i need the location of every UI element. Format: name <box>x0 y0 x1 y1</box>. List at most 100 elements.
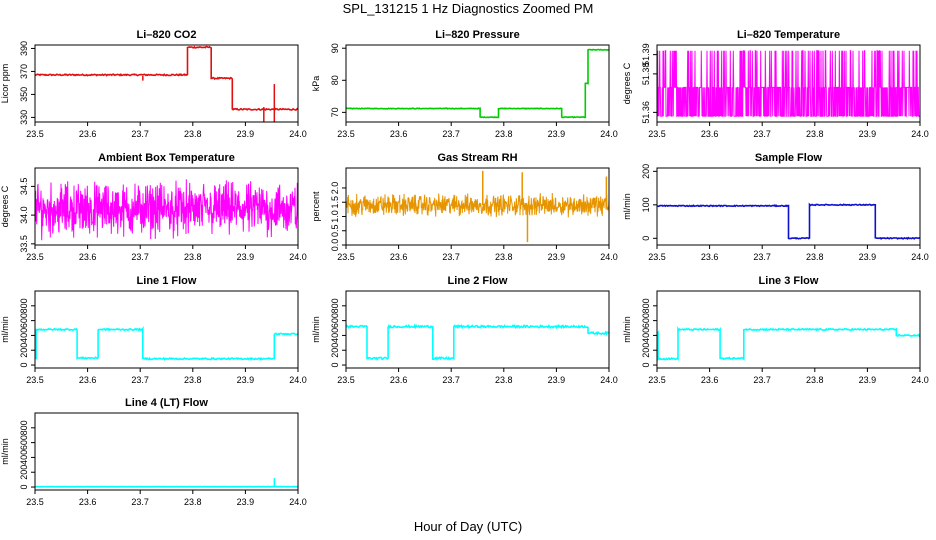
x-tick-label: 23.5 <box>648 129 666 139</box>
x-tick-label: 23.6 <box>79 497 97 507</box>
plot-frame <box>656 290 921 369</box>
x-tick-label: 23.5 <box>26 129 44 139</box>
y-tick-label: 600 <box>641 313 651 328</box>
panel-title: Li–820 Temperature <box>737 29 840 41</box>
data-series <box>657 326 920 362</box>
x-tick-label: 23.6 <box>390 129 408 139</box>
plot-frame <box>656 44 921 123</box>
y-tick-label: 400 <box>19 328 29 343</box>
series-line <box>657 202 920 241</box>
y-tick-label: 600 <box>330 313 340 328</box>
chart-panel: Line 4 (LT) Flow ml/min 23.5 23.6 23.7 23.8 23… <box>0 397 307 507</box>
x-tick-label: 24.0 <box>911 129 929 139</box>
y-tick-label: 200 <box>641 164 651 179</box>
x-tick-label: 23.9 <box>859 375 877 385</box>
y-tick-label: 0 <box>19 363 29 368</box>
panel-title: Line 4 (LT) Flow <box>125 397 208 409</box>
x-tick-label: 23.6 <box>701 375 719 385</box>
y-tick-label: 2.0 <box>330 182 340 195</box>
x-tick-label: 23.9 <box>237 497 255 507</box>
plot-frame <box>345 290 610 369</box>
x-tick-label: 24.0 <box>289 497 307 507</box>
chart-panel: Line 2 Flow ml/min 23.5 23.6 23.7 23.8 23.9 24.… <box>311 275 618 385</box>
plot-frame <box>345 44 610 123</box>
y-tick-label: 70 <box>330 107 340 117</box>
panel-title: Li–820 Pressure <box>435 29 519 41</box>
y-axis-label: degrees C <box>622 62 632 104</box>
x-tick-label: 23.7 <box>753 375 771 385</box>
x-tick-label: 23.7 <box>131 129 149 139</box>
y-tick-label: 51.39 <box>641 43 651 66</box>
x-tick-label: 23.7 <box>131 375 149 385</box>
y-tick-label: 100 <box>641 197 651 212</box>
x-tick-label: 24.0 <box>289 375 307 385</box>
data-series <box>346 48 609 119</box>
x-tick-label: 23.5 <box>337 252 355 262</box>
series-line <box>346 323 609 361</box>
panel-title: Gas Stream RH <box>437 152 517 164</box>
series-line <box>35 325 298 362</box>
y-axis-label: ml/min <box>622 193 632 220</box>
data-series <box>35 45 298 122</box>
y-tick-label: 0.0 <box>330 239 340 252</box>
y-tick-label: 34.0 <box>19 206 29 224</box>
x-tick-label: 23.6 <box>79 252 97 262</box>
series-line <box>35 45 298 112</box>
y-tick-label: 51.36 <box>641 101 651 124</box>
y-tick-label: 0 <box>330 363 340 368</box>
y-tick-label: 200 <box>19 465 29 480</box>
x-tick-label: 23.7 <box>442 375 460 385</box>
y-tick-label: 0 <box>641 236 651 241</box>
y-tick-label: 400 <box>641 328 651 343</box>
x-tick-label: 23.7 <box>131 497 149 507</box>
y-tick-label: 0 <box>19 485 29 490</box>
y-tick-label: 90 <box>330 43 340 53</box>
y-tick-label: 0.5 <box>330 224 340 237</box>
data-series <box>657 202 920 241</box>
x-tick-label: 23.8 <box>806 129 824 139</box>
y-tick-label: 1.0 <box>330 210 340 223</box>
x-tick-label: 23.7 <box>442 252 460 262</box>
x-tick-label: 23.9 <box>548 375 566 385</box>
y-axis-label: ml/min <box>622 316 632 343</box>
series-line <box>346 48 609 119</box>
x-tick-label: 23.5 <box>26 375 44 385</box>
x-tick-label: 23.7 <box>442 129 460 139</box>
x-tick-label: 24.0 <box>911 252 929 262</box>
plot-frame <box>34 412 299 491</box>
y-tick-label: 200 <box>19 343 29 358</box>
x-tick-label: 23.8 <box>495 129 513 139</box>
plot-frame <box>345 167 610 246</box>
plot-frame <box>34 44 299 123</box>
y-axis-label: ml/min <box>0 438 10 465</box>
y-axis-label: Licor ppm <box>0 64 10 104</box>
chart-panel: Li–820 Pressure kPa 23.5 23.6 23.7 23.8 23.9 24… <box>311 29 618 139</box>
x-tick-label: 23.7 <box>131 252 149 262</box>
chart-panel: Sample Flow ml/min 23.5 23.6 23.7 23.8 23.9 24.… <box>622 152 929 262</box>
y-tick-label: 350 <box>19 87 29 102</box>
data-series <box>35 478 298 488</box>
x-tick-label: 23.5 <box>648 252 666 262</box>
y-axis-label: degrees C <box>0 185 10 227</box>
y-axis-label: ml/min <box>311 316 321 343</box>
x-tick-label: 24.0 <box>911 375 929 385</box>
data-series <box>35 325 298 362</box>
chart-panel: Line 1 Flow ml/min 23.5 23.6 23.7 23.8 23.9 24.… <box>0 275 307 385</box>
y-axis-label: ml/min <box>0 316 10 343</box>
chart-panel: Ambient Box Temperature degrees C 23.5 23.6… <box>0 152 307 262</box>
x-tick-label: 23.8 <box>495 252 513 262</box>
x-tick-label: 23.9 <box>237 375 255 385</box>
x-tick-label: 24.0 <box>289 129 307 139</box>
panel-title: Sample Flow <box>755 152 823 164</box>
y-tick-label: 800 <box>330 298 340 313</box>
x-tick-label: 23.9 <box>237 129 255 139</box>
x-tick-label: 24.0 <box>289 252 307 262</box>
x-tick-label: 23.6 <box>390 252 408 262</box>
x-tick-label: 23.6 <box>390 375 408 385</box>
figure-xlabel: Hour of Day (UTC) <box>414 519 522 534</box>
x-tick-label: 23.8 <box>184 375 202 385</box>
x-tick-label: 24.0 <box>600 252 618 262</box>
x-tick-label: 23.6 <box>701 252 719 262</box>
x-tick-label: 23.8 <box>495 375 513 385</box>
